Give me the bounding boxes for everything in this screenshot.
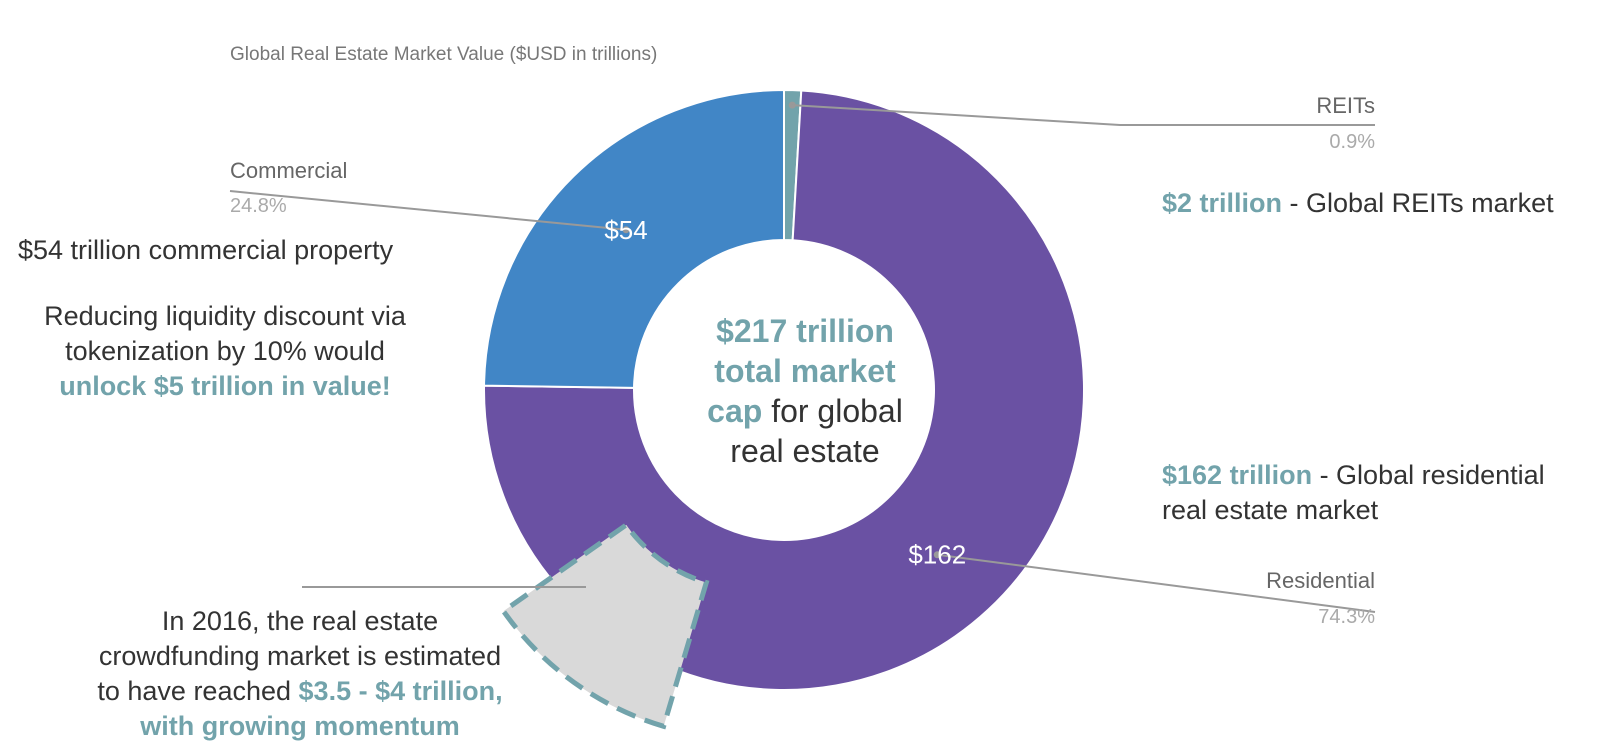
value-label-residential: $162 (908, 540, 966, 570)
residential-annotation-bold: $162 trillion (1162, 460, 1313, 490)
slice-crowdfunding (500, 521, 710, 730)
center-line-3-bold: cap (707, 393, 763, 429)
residential-annotation-line1: $162 trillion - Global residential (1162, 458, 1545, 493)
legend-label-residential: Residential (1266, 568, 1375, 593)
center-line-4: real estate (730, 433, 880, 469)
reits-annotation-rest: - Global REITs market (1282, 188, 1554, 218)
center-line-3: cap for global (660, 391, 950, 431)
crowd-line-1: In 2016, the real estate (161, 606, 439, 636)
residential-annotation-line2: real estate market (1162, 495, 1379, 525)
residential-annotation: $162 trillion - Global residential real … (1162, 458, 1545, 528)
legend-percent-reits: 0.9% (1329, 131, 1375, 153)
leader-line-commercial (229, 190, 627, 231)
legend-label-reits: REITs (1316, 93, 1375, 118)
chart-title: Global Real Estate Market Value ($USD in… (230, 44, 658, 65)
liquidity-annotation: Reducing liquidity discount via tokeniza… (0, 299, 450, 404)
slice-value-labels: $162 $54 (604, 215, 966, 570)
reits-annotation-bold: $2 trillion (1162, 188, 1283, 218)
center-total-text: $217 trillion total market cap for globa… (660, 311, 950, 471)
liquidity-line-2: tokenization by 10% would (65, 336, 385, 366)
value-label-commercial: $54 (604, 215, 647, 245)
center-line-3-rest: for global (762, 393, 903, 429)
leader-line-reits (792, 104, 1375, 126)
liquidity-line-3: unlock $5 trillion in value! (59, 371, 391, 401)
crowd-line-2: crowdfunding market is estimated (98, 641, 502, 671)
center-line-1: $217 trillion (716, 313, 894, 349)
legend-label-commercial: Commercial (230, 158, 348, 183)
crowd-line-3-rest: to have reached (97, 676, 299, 706)
crowdfunding-annotation: In 2016, the real estate crowdfunding ma… (50, 604, 550, 744)
liquidity-line-1: Reducing liquidity discount via (44, 301, 406, 331)
slice-commercial (483, 88, 785, 389)
residential-annotation-rest: - Global residential (1312, 460, 1545, 490)
commercial-annotation: $54 trillion commercial property (18, 235, 394, 265)
leader-lines (229, 101, 1376, 613)
leader-line-residential (937, 553, 1376, 613)
crowd-line-4: with growing momentum (140, 711, 460, 741)
crowd-line-3-bold: $3.5 - $4 trillion, (298, 676, 503, 706)
donut-slices (483, 88, 1085, 730)
crowd-line-3: to have reached $3.5 - $4 trillion, (50, 674, 550, 709)
center-line-2: total market (714, 353, 896, 389)
legend-percent-commercial: 24.8% (230, 195, 287, 217)
reits-annotation: $2 trillion - Global REITs market (1162, 186, 1554, 221)
legend-percent-residential: 74.3% (1318, 606, 1375, 628)
